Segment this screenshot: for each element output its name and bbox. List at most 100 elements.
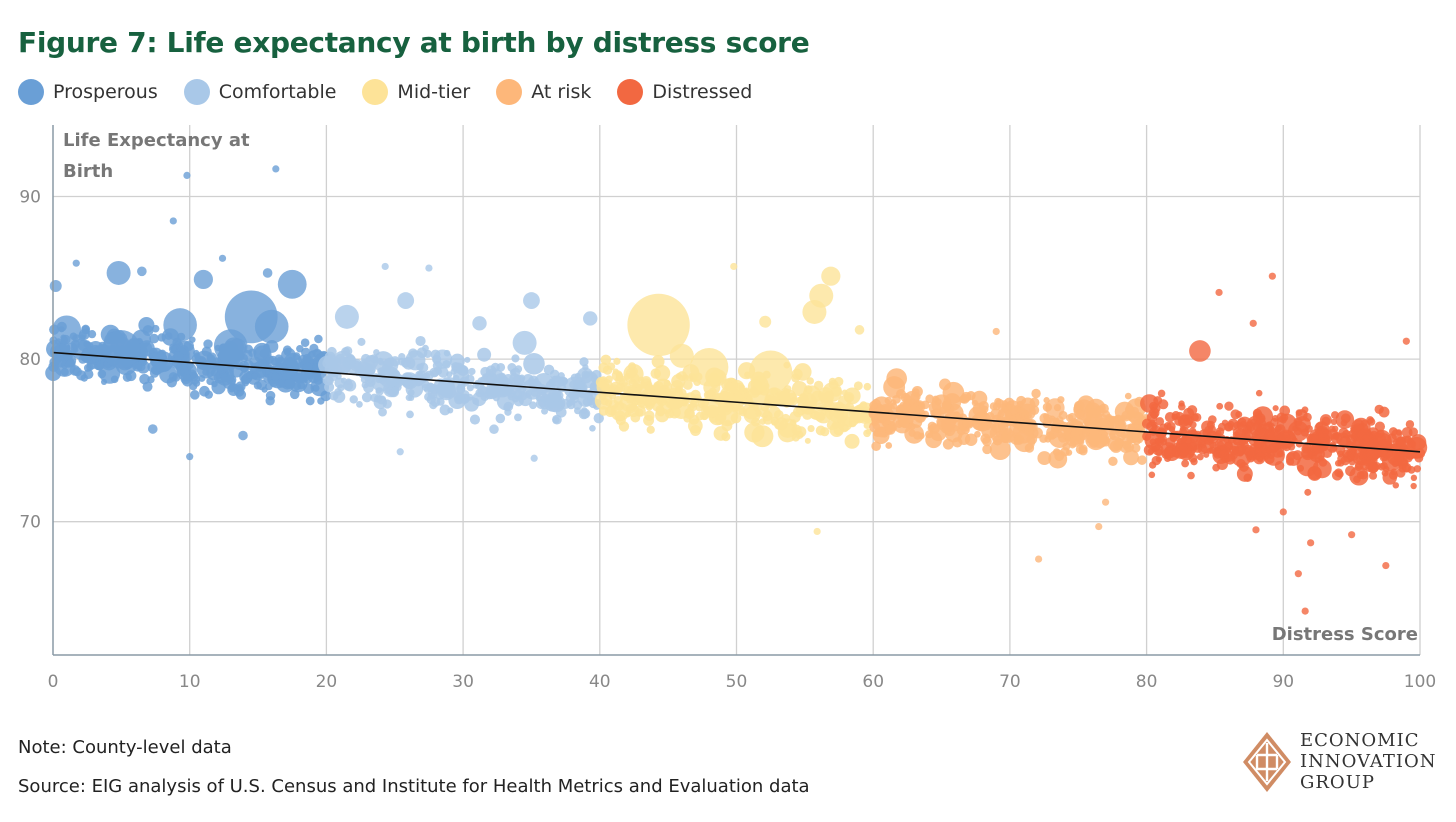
data-point xyxy=(211,380,226,395)
data-point xyxy=(511,354,520,363)
data-point xyxy=(416,347,428,359)
data-point xyxy=(337,384,345,392)
data-point xyxy=(1048,426,1071,448)
data-point xyxy=(613,357,621,365)
data-point xyxy=(615,415,626,426)
data-point xyxy=(635,394,644,404)
data-point xyxy=(1149,438,1157,446)
data-point xyxy=(1236,416,1253,433)
data-point xyxy=(868,408,880,420)
data-point xyxy=(370,393,379,403)
data-point xyxy=(1301,406,1309,414)
data-point xyxy=(349,395,358,404)
data-point xyxy=(391,386,399,395)
data-point xyxy=(1279,508,1287,516)
note-text: Note: County-level data xyxy=(18,737,232,758)
data-point xyxy=(377,357,384,365)
data-point xyxy=(147,424,158,434)
data-point xyxy=(1203,451,1210,458)
data-point xyxy=(1075,417,1084,427)
data-point xyxy=(229,383,237,391)
data-point xyxy=(813,527,821,536)
data-point xyxy=(1338,427,1349,438)
data-point xyxy=(1268,272,1276,280)
x-tick-label: 40 xyxy=(589,672,611,692)
data-point xyxy=(139,340,155,356)
data-point xyxy=(1318,458,1328,467)
data-point xyxy=(125,370,137,382)
data-point xyxy=(1330,418,1338,426)
data-point xyxy=(989,439,1011,461)
data-point xyxy=(1151,424,1158,431)
data-point xyxy=(137,266,147,277)
data-point xyxy=(1013,434,1025,445)
series-distressed xyxy=(1140,272,1428,615)
data-point xyxy=(749,350,793,394)
data-point xyxy=(1304,488,1312,496)
data-point xyxy=(1143,444,1155,456)
data-point xyxy=(775,391,784,400)
data-point xyxy=(1215,430,1222,437)
data-point xyxy=(531,389,539,397)
data-point xyxy=(1192,413,1202,422)
x-tick-label: 30 xyxy=(452,672,474,692)
data-point xyxy=(548,378,556,386)
data-point xyxy=(1236,465,1253,482)
data-point xyxy=(169,345,177,354)
data-point xyxy=(1382,451,1402,472)
data-point xyxy=(863,382,872,391)
data-point xyxy=(1354,463,1363,472)
legend-label: Prosperous xyxy=(53,81,158,103)
data-point xyxy=(402,356,416,370)
data-point xyxy=(645,384,655,394)
data-point xyxy=(541,407,549,415)
data-point xyxy=(1272,405,1279,412)
data-point xyxy=(477,347,492,362)
data-point xyxy=(1212,463,1220,472)
data-point xyxy=(1306,451,1313,458)
data-point xyxy=(347,357,356,366)
data-point xyxy=(589,424,596,432)
data-point xyxy=(1381,469,1389,477)
data-point xyxy=(466,384,474,392)
data-point xyxy=(1037,451,1052,466)
data-point xyxy=(845,402,854,411)
data-point xyxy=(491,376,513,398)
data-point xyxy=(1348,531,1356,539)
axes: 0 10 20 30 40 50 60 70 80 90 100 70 80 90 xyxy=(19,125,1436,692)
data-point xyxy=(87,329,97,339)
data-point xyxy=(727,393,735,401)
data-point xyxy=(396,448,404,456)
diamond-logo-icon xyxy=(1243,731,1291,792)
data-point xyxy=(627,293,690,357)
data-point xyxy=(664,408,675,419)
data-point xyxy=(605,375,613,383)
data-point xyxy=(630,402,638,410)
data-point xyxy=(407,389,415,396)
data-point xyxy=(1113,415,1120,422)
data-point xyxy=(1206,447,1214,454)
data-point xyxy=(186,453,194,461)
data-point xyxy=(1410,482,1417,490)
data-point xyxy=(424,370,434,381)
data-point xyxy=(1307,539,1315,547)
data-point xyxy=(863,421,871,429)
data-point xyxy=(869,421,881,433)
series-mid-tier xyxy=(594,262,877,536)
data-point xyxy=(99,362,121,384)
data-point xyxy=(569,380,578,389)
data-point xyxy=(456,384,466,394)
data-point xyxy=(457,365,469,376)
data-point xyxy=(523,353,545,375)
data-points xyxy=(45,165,1428,615)
data-point xyxy=(1301,607,1309,615)
logo-line: INNOVATION xyxy=(1300,751,1437,772)
data-point xyxy=(1137,455,1147,465)
data-point xyxy=(402,379,411,388)
data-point xyxy=(472,391,487,407)
data-point xyxy=(678,388,687,397)
data-point xyxy=(1155,417,1165,426)
data-point xyxy=(256,379,268,391)
data-point xyxy=(469,414,481,425)
data-point xyxy=(607,362,616,371)
